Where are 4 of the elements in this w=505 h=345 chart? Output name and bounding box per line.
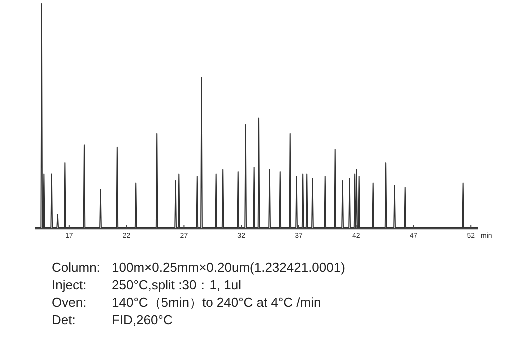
text: Det: FID,260°C [52, 312, 173, 328]
text: Inject: 250°C,split :30：1, 1ul [52, 278, 242, 292]
text: Oven: 140°C（5min）to 240°C at 4°C /min [52, 295, 322, 310]
text: Column: 100m×0.25mm×0.20um(1.232421.0001) [52, 260, 346, 275]
